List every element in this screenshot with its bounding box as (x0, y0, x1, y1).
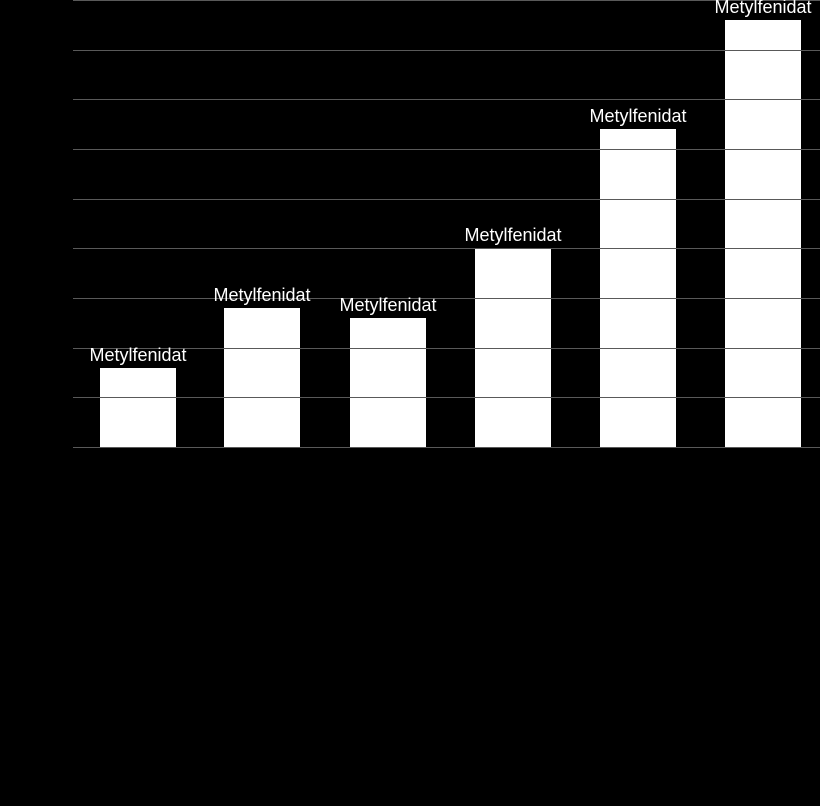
ytick-label: 10 (36, 332, 65, 363)
ytick-label: 5 (51, 382, 65, 413)
bar-label: Metylfenidat (213, 285, 310, 306)
bar (224, 308, 300, 447)
xtick-label: 2017 (730, 453, 797, 487)
gridline (73, 298, 820, 299)
xtick-label: 2013 (229, 453, 296, 487)
plot-area (73, 0, 820, 447)
gridline (73, 149, 820, 150)
gridline (73, 397, 820, 398)
xtick-label: 2015 (480, 453, 547, 487)
bar-label: Metylfenidat (89, 345, 186, 366)
ytick-label: 0 (51, 432, 65, 463)
bar-chart: 0 5 10 15 20 25 30 35 40 45 2012 2013 2014 2015 2016 2… (0, 0, 820, 806)
ytick-label: 30 (36, 134, 65, 165)
gridline (73, 447, 820, 448)
bar (350, 318, 426, 447)
bar-label: Metylfenidat (339, 295, 436, 316)
xtick-label: 2014 (355, 453, 422, 487)
ytick-label: 45 (36, 0, 65, 16)
ytick-label: 35 (36, 84, 65, 115)
ytick-label: 15 (36, 283, 65, 314)
bar (100, 368, 176, 447)
gridline (73, 50, 820, 51)
ytick-label: 20 (36, 233, 65, 264)
bar-label: Metylfenidat (714, 0, 811, 18)
ytick-label: 25 (36, 183, 65, 214)
bar (600, 129, 676, 447)
gridline (73, 99, 820, 100)
xtick-label: 2016 (605, 453, 672, 487)
bar (725, 20, 801, 447)
xtick-label: 2012 (105, 453, 172, 487)
bar-label: Metylfenidat (589, 106, 686, 127)
bar-label: Metylfenidat (464, 225, 561, 246)
gridline (73, 199, 820, 200)
ytick-label: 40 (36, 34, 65, 65)
gridline (73, 248, 820, 249)
gridline (73, 0, 820, 1)
